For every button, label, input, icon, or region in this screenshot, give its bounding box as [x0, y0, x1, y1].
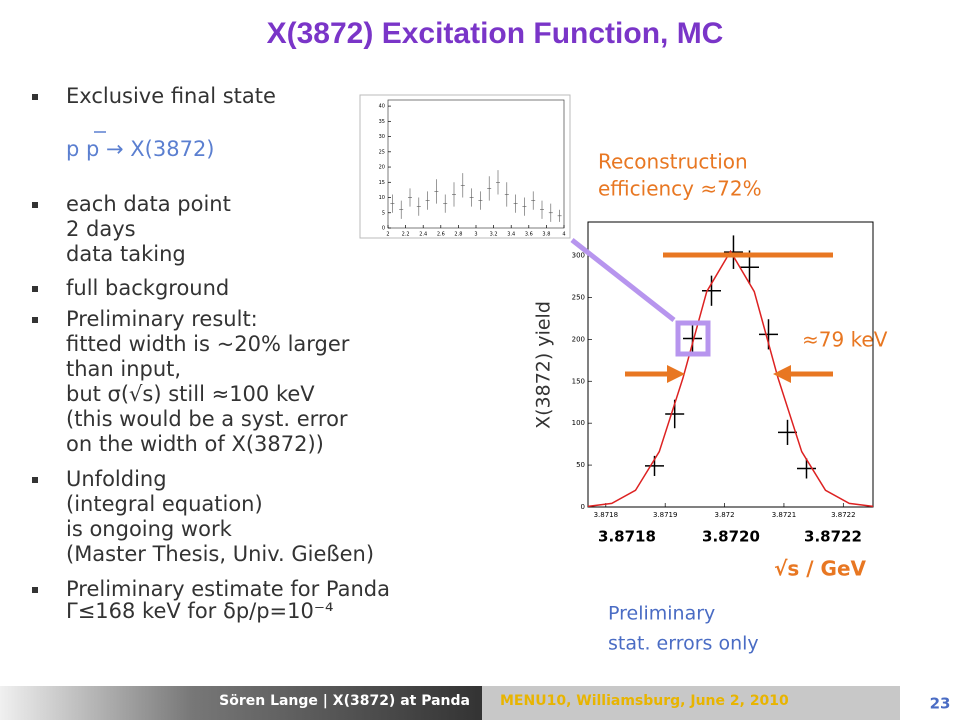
arrow-left-head: [667, 365, 685, 383]
footer-left: [0, 686, 482, 720]
title: X(3872) Excitation Function, MC: [267, 17, 724, 50]
bullet-line: on the width of X(3872)): [66, 432, 324, 456]
x-tick-label: 3.6: [525, 232, 533, 238]
bullet-line: is ongoing work: [66, 517, 233, 541]
x-tick-label: 2: [386, 232, 389, 238]
arrow-right-head: [773, 365, 791, 383]
x-tick-label: 3.2: [490, 232, 498, 238]
y-tick-label: 15: [379, 180, 385, 186]
width-note: ≈79 keV: [802, 328, 888, 352]
plot-axes: [587, 221, 874, 508]
pointer-line: [570, 238, 676, 322]
y-tick-label: 40: [379, 104, 385, 110]
y-tick-label: 100: [572, 419, 585, 427]
bullet-line: Preliminary result:: [66, 307, 258, 331]
highlight-box: [675, 320, 711, 357]
x-tick-label: 3.872: [715, 511, 735, 519]
bullet: [32, 587, 38, 593]
note-line: stat. errors only: [608, 633, 759, 655]
footer-author: Sören Lange | X(3872) at Panda: [219, 693, 470, 709]
x-tick-label: 2.4: [419, 232, 427, 238]
x-tick-label: 4: [562, 232, 565, 238]
inset-frame: [359, 94, 571, 239]
y-tick-label: 200: [572, 335, 585, 343]
y-axis-label: X(3872) yield: [533, 301, 555, 429]
fit-curve: [587, 249, 874, 508]
y-tick-label: 0: [581, 503, 585, 511]
big-x-label: 3.8720: [702, 528, 760, 546]
x-tick-label: 3.8722: [831, 511, 856, 519]
y-tick-label: 50: [576, 461, 585, 469]
bullet-line: (Master Thesis, Univ. Gießen): [66, 542, 374, 566]
y-tick-label: 25: [379, 149, 385, 155]
bullet-line: data taking: [66, 242, 186, 266]
x-tick-label: 2.8: [454, 232, 462, 238]
footer-right: [482, 686, 900, 720]
x-tick-label: 3.8721: [772, 511, 797, 519]
bullet-line: each data point: [66, 192, 231, 216]
x-tick-label: 3.8: [542, 232, 550, 238]
bullet-line: fitted width is ~20% larger: [66, 332, 350, 356]
bullet-line: Exclusive final state: [66, 84, 276, 108]
x-tick-label: 2.2: [402, 232, 410, 238]
efficiency-line: efficiency ≈72%: [598, 177, 762, 201]
bullet: [32, 317, 38, 323]
x-tick-label: 3.4: [507, 232, 515, 238]
bullet: [32, 94, 38, 100]
x-tick-label: 3.8719: [653, 511, 678, 519]
bullet: [32, 202, 38, 208]
bullet: [32, 286, 38, 292]
footer-event: MENU10, Williamsburg, June 2, 2010: [500, 693, 789, 709]
note-line: Preliminary: [608, 603, 715, 625]
y-tick-label: 0: [382, 226, 385, 232]
y-tick-label: 5: [382, 210, 385, 216]
y-tick-label: 20: [379, 165, 385, 171]
bullet: [32, 477, 38, 483]
x-tick-label: 2.6: [437, 232, 445, 238]
x-axis-label: √s / GeV: [774, 557, 866, 581]
bullet-line: than input,: [66, 357, 181, 381]
bullet-line: 2 days: [66, 217, 136, 241]
bullet-line: (this would be a syst. error: [66, 407, 348, 431]
bullet-line: (integral equation): [66, 492, 263, 516]
y-tick-label: 300: [572, 252, 585, 260]
bullet-line: but σ(√s) still ≈100 keV: [66, 382, 315, 406]
bullet-line: Γ≤168 keV for δp/p=10⁻⁴: [66, 599, 333, 623]
page-number: 23: [930, 695, 951, 713]
y-tick-label: 10: [379, 195, 385, 201]
y-tick-label: 150: [572, 377, 585, 385]
y-tick-label: 30: [379, 134, 385, 140]
bullet-line: full background: [66, 276, 229, 300]
x-tick-label: 3.8718: [594, 511, 619, 519]
y-tick-label: 35: [379, 119, 385, 125]
x-tick-label: 3: [474, 232, 477, 238]
efficiency-line: Reconstruction: [598, 150, 748, 174]
bullet-line: Unfolding: [66, 467, 167, 491]
reaction: p p → X(3872): [66, 137, 215, 161]
big-x-label: 3.8718: [598, 528, 656, 546]
bullet-line: Preliminary estimate for Panda: [66, 577, 390, 601]
big-x-label: 3.8722: [804, 528, 862, 546]
y-tick-label: 250: [572, 293, 585, 301]
